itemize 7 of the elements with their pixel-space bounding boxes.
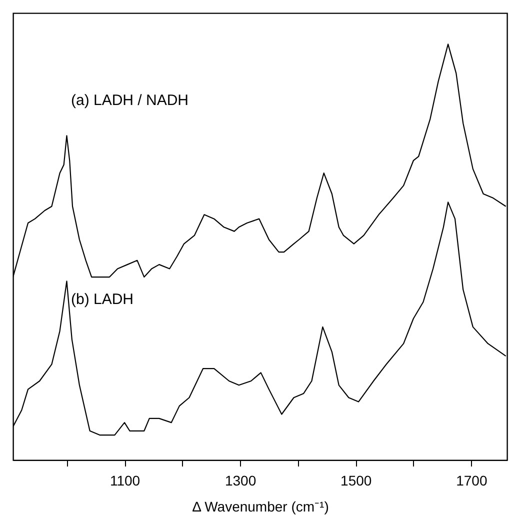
series-label: (a) LADH / NADH: [71, 92, 189, 109]
x-tick-label: 1100: [110, 472, 140, 488]
series-label: (b) LADH: [71, 291, 134, 308]
x-axis-title: Δ Wavenumber (cm⁻¹): [192, 498, 329, 514]
x-tick-label: 1500: [340, 472, 372, 488]
x-tick-label: 1700: [456, 472, 488, 488]
x-tick-label: 1300: [224, 472, 256, 488]
